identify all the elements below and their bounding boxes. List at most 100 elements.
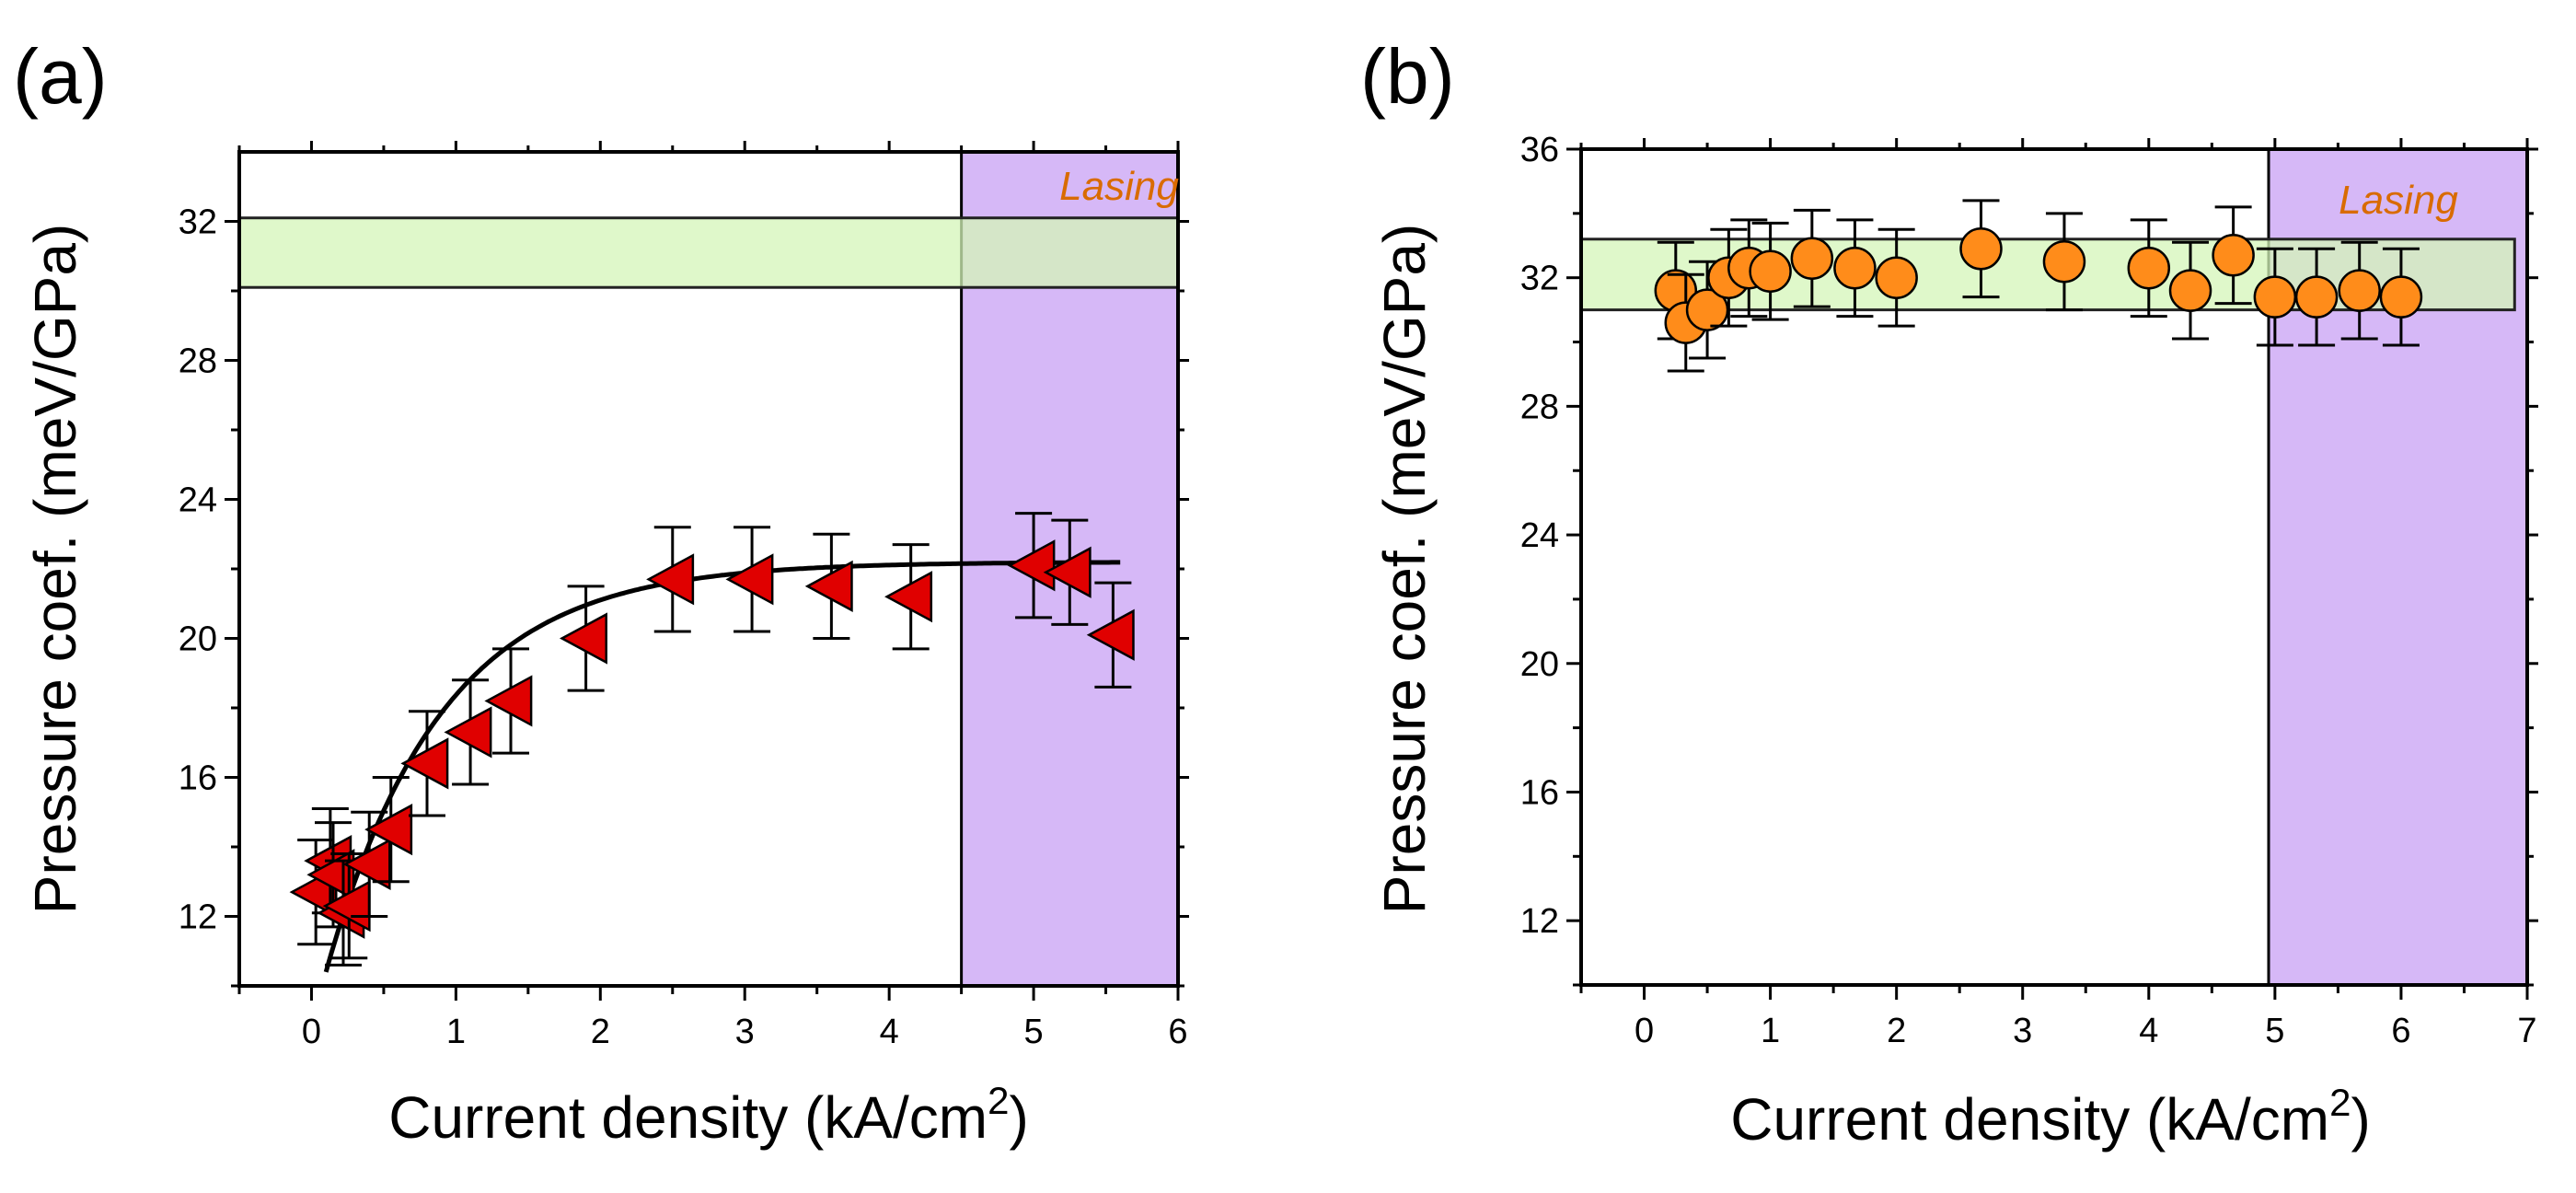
data-point xyxy=(444,678,492,786)
circle-marker xyxy=(1790,237,1834,280)
x-tick-label: 1 xyxy=(446,1013,466,1051)
data-point xyxy=(400,710,449,817)
y-tick-label: 24 xyxy=(179,481,217,520)
triangle-marker xyxy=(1043,546,1092,598)
data-point xyxy=(804,532,853,640)
x-tick-label: 5 xyxy=(2265,1012,2284,1050)
circle-marker xyxy=(1749,249,1792,293)
data-point xyxy=(1685,260,1729,360)
panel-a-y-tick-labels: 12 16 20 24 28 32 xyxy=(179,203,217,937)
x-tick-label: 4 xyxy=(880,1013,899,1051)
reference-band xyxy=(237,216,1180,289)
x-tick-label: 0 xyxy=(1635,1012,1654,1050)
panel-a-xlabel-main: Current density (kA/cm xyxy=(388,1084,988,1151)
data-point xyxy=(1007,512,1056,620)
triangle-marker xyxy=(484,675,533,727)
circle-marker xyxy=(1875,256,1918,299)
x-tick-label: 3 xyxy=(2013,1012,2032,1050)
y-tick-label: 16 xyxy=(1520,773,1559,812)
y-tick-label: 28 xyxy=(179,342,217,381)
panel-a-label: (a) xyxy=(13,33,108,120)
data-point xyxy=(2338,240,2381,341)
circle-marker xyxy=(2253,275,2297,319)
panel-a-lasing-label: Lasing xyxy=(1059,164,1179,209)
panel-a-fit-layer xyxy=(323,560,1121,973)
panel-a-xlabel-end: ) xyxy=(1009,1084,1028,1151)
panel-b-xlabel-main: Current density (kA/cm xyxy=(1730,1086,2329,1152)
circle-marker xyxy=(2294,275,2339,319)
panel-b-xlabel-superscript: 2 xyxy=(2329,1081,2351,1124)
panel-a-data-points xyxy=(289,512,1135,967)
data-point xyxy=(884,543,933,651)
data-point xyxy=(1959,199,2003,299)
data-point xyxy=(2212,205,2255,306)
panel-a-axis-ticks xyxy=(225,141,1189,1001)
data-point xyxy=(322,852,371,960)
data-point xyxy=(364,776,413,884)
data-point xyxy=(2379,247,2423,347)
panel-b-data-points xyxy=(1654,199,2423,373)
x-tick-label: 4 xyxy=(2139,1012,2158,1050)
y-tick-label: 36 xyxy=(1520,131,1559,169)
data-point xyxy=(2168,240,2212,341)
triangle-marker xyxy=(725,553,774,606)
data-point xyxy=(1749,221,1792,321)
panel-b-label: (b) xyxy=(1360,33,1455,120)
circle-marker xyxy=(2212,233,2255,277)
panel-a-xlabel-superscript: 2 xyxy=(988,1079,1009,1122)
y-tick-label: 12 xyxy=(179,898,217,937)
x-tick-label: 1 xyxy=(1761,1012,1780,1050)
x-tick-label: 2 xyxy=(591,1013,610,1051)
panel-b-plot-frame xyxy=(1579,147,2529,987)
data-point xyxy=(725,526,774,633)
panel-a-x-tick-labels: 0 1 2 3 4 5 6 xyxy=(302,1013,1188,1051)
y-tick-label: 32 xyxy=(179,203,217,242)
triangle-marker xyxy=(559,612,607,665)
panel-a-plot-frame xyxy=(237,150,1180,988)
y-tick-label: 32 xyxy=(1520,260,1559,298)
panel-a-background-layers xyxy=(237,152,1180,986)
triangle-marker xyxy=(884,571,933,623)
y-tick-label: 16 xyxy=(179,759,217,798)
triangle-marker xyxy=(444,706,492,759)
data-point xyxy=(2294,247,2339,347)
panel-b-y-tick-labels: 12 16 20 24 28 32 36 xyxy=(1520,131,1559,941)
data-point xyxy=(1875,227,1918,328)
y-tick-label: 20 xyxy=(179,620,217,659)
fit-curve xyxy=(323,560,1121,973)
data-point xyxy=(484,647,533,755)
data-point xyxy=(2253,247,2297,347)
circle-marker xyxy=(2042,239,2086,284)
x-tick-label: 2 xyxy=(1887,1012,1906,1050)
data-point xyxy=(2042,212,2086,312)
y-tick-label: 20 xyxy=(1520,645,1559,684)
circle-marker xyxy=(1833,246,1877,290)
x-tick-label: 7 xyxy=(2517,1012,2536,1050)
x-tick-label: 6 xyxy=(1168,1013,1187,1051)
x-tick-label: 3 xyxy=(735,1013,755,1051)
triangle-marker xyxy=(1086,608,1135,661)
circle-marker xyxy=(2168,269,2212,312)
y-tick-label: 28 xyxy=(1520,388,1559,426)
y-tick-label: 24 xyxy=(1520,516,1559,555)
x-tick-label: 0 xyxy=(302,1013,321,1051)
data-point xyxy=(1790,208,1834,308)
data-point xyxy=(559,585,607,692)
y-tick-label: 12 xyxy=(1520,902,1559,941)
triangle-marker xyxy=(1007,539,1056,592)
data-point xyxy=(1086,581,1135,689)
circle-marker xyxy=(2379,275,2423,319)
data-point xyxy=(1833,218,1877,319)
data-point xyxy=(1043,518,1092,626)
triangle-marker xyxy=(646,553,695,606)
triangle-marker xyxy=(400,737,449,790)
panel-b-lasing-label: Lasing xyxy=(2339,178,2458,223)
x-tick-label: 5 xyxy=(1024,1013,1044,1051)
triangle-marker xyxy=(364,804,413,856)
data-point xyxy=(646,526,695,633)
panel-b-y-axis-title: Pressure coef. (meV/GPa) xyxy=(1371,224,1438,914)
circle-marker xyxy=(2127,246,2171,290)
